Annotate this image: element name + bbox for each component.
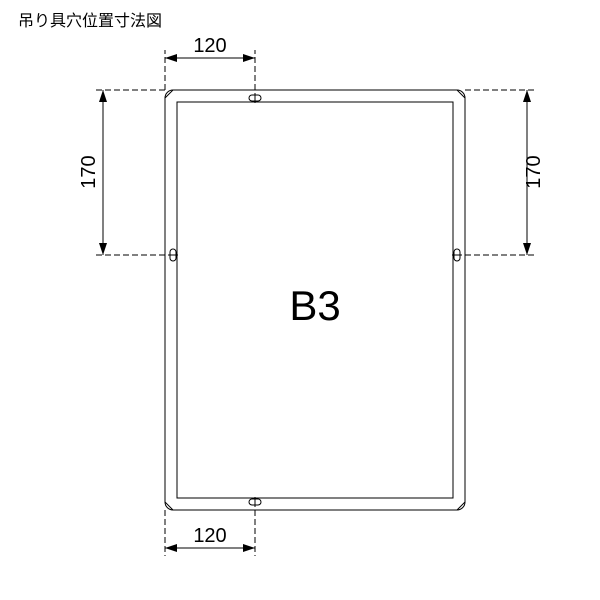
dim-bottom: 120	[165, 510, 255, 556]
svg-text:170: 170	[78, 155, 100, 188]
dim-right: 170	[465, 90, 545, 255]
svg-text:120: 120	[193, 35, 226, 57]
dimension-drawing: 吊り具穴位置寸法図 120 120	[0, 0, 600, 600]
svg-text:120: 120	[193, 525, 226, 547]
panel-size-label: B3	[289, 282, 340, 329]
dim-top: 120	[165, 35, 255, 90]
drawing-title: 吊り具穴位置寸法図	[18, 12, 162, 30]
svg-text:170: 170	[523, 155, 545, 188]
dim-left: 170	[78, 90, 165, 255]
